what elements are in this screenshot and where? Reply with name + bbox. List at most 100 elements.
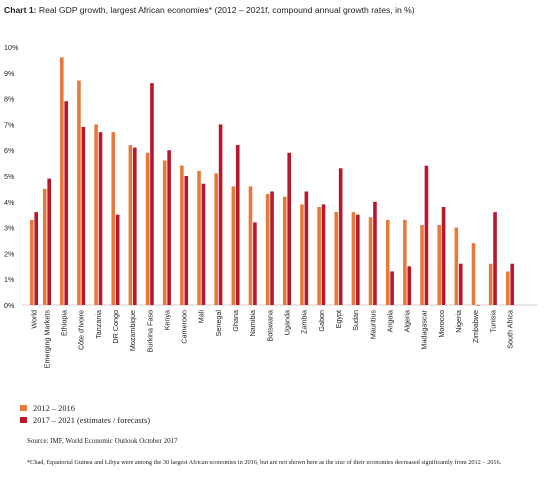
bar-series2 — [458, 263, 463, 305]
x-tick-label: Zambia — [300, 310, 309, 334]
bar-series2 — [321, 204, 326, 305]
source-note: Source: IMF, World Economic Outlook Octo… — [27, 437, 178, 445]
bar-series1 — [403, 219, 407, 305]
chart-title-prefix: Chart 1: — [4, 5, 37, 15]
x-tick-label: World — [30, 310, 39, 329]
bar-series1 — [283, 196, 287, 305]
bar-series2 — [390, 271, 394, 305]
bar-series2 — [476, 305, 480, 306]
legend-swatch-series2 — [20, 417, 27, 423]
bar-series2 — [407, 266, 412, 305]
bar-series1 — [437, 225, 441, 305]
footnote: *Chad, Equatorial Guinea and Libya were … — [27, 459, 502, 466]
bar-series1 — [471, 243, 476, 305]
bar-series2 — [287, 152, 291, 305]
bar-series1 — [231, 186, 236, 305]
bar-series2 — [218, 124, 223, 306]
y-tick-label: 0% — [4, 301, 15, 310]
bar-series1 — [197, 170, 201, 305]
y-tick-label: 8% — [4, 95, 15, 104]
x-tick-label: Tunisia — [488, 310, 497, 333]
bar-series2 — [373, 201, 377, 305]
y-tick-label: 9% — [4, 69, 15, 78]
bar-series2 — [184, 176, 189, 305]
bar-series2 — [356, 214, 360, 305]
bar-series1 — [368, 217, 373, 305]
bar-series2 — [98, 132, 103, 305]
bar-series1 — [265, 194, 270, 305]
y-tick-label: 7% — [4, 120, 15, 129]
bar-series2 — [253, 222, 257, 305]
bar-series1 — [180, 165, 184, 305]
bar-series1 — [128, 145, 133, 305]
x-tick-label: Sudan — [351, 310, 360, 331]
x-tick-label: Namibia — [248, 310, 257, 336]
bar-series1 — [351, 212, 356, 305]
bar-series1 — [334, 212, 339, 305]
x-tick-label: Tanzania — [94, 310, 103, 339]
y-tick-label: 10% — [4, 43, 19, 52]
y-tick-label: 3% — [4, 224, 15, 233]
bar-series1 — [111, 132, 116, 305]
x-tick-label: Algeria — [403, 310, 412, 332]
x-tick-label: Botswana — [265, 310, 274, 342]
y-tick-label: 2% — [4, 249, 15, 258]
bar-series1 — [248, 186, 253, 305]
bar-series1 — [300, 204, 304, 305]
x-tick-label: Emerging Markets — [43, 310, 52, 369]
x-tick-label: Ethiopia — [60, 310, 69, 336]
bar-series1 — [60, 57, 64, 305]
bar-series2 — [201, 183, 206, 305]
bar-series1 — [506, 271, 510, 305]
x-tick-label: Angola — [385, 310, 394, 332]
bar-series1 — [454, 227, 459, 305]
x-tick-label: Cameroon — [180, 310, 189, 344]
bar-series2 — [270, 191, 274, 305]
bar-series2 — [510, 263, 514, 305]
x-tick-label: Burkina Faso — [145, 310, 154, 352]
y-tick-label: 5% — [4, 172, 15, 181]
bar-series1 — [94, 124, 98, 306]
bar-series1 — [420, 225, 424, 305]
bar-series2 — [167, 150, 171, 305]
legend-item-series2: 2017 – 2021 (estimates / forecasts) — [20, 414, 150, 426]
bar-series1 — [214, 173, 218, 305]
x-tick-label: Mozambique — [128, 310, 137, 351]
bar-series1 — [145, 152, 150, 305]
bar-series1 — [30, 219, 34, 305]
x-tick-label: Gabon — [317, 310, 326, 332]
legend-item-series1: 2012 – 2016 — [20, 402, 150, 414]
bar-series2 — [34, 212, 38, 305]
chart-title-text: Real GDP growth, largest African economi… — [36, 5, 415, 15]
legend-swatch-series1 — [20, 405, 27, 411]
bar-series1 — [162, 160, 167, 305]
bar-series2 — [115, 214, 120, 305]
x-tick-label: DR Congo — [111, 310, 120, 344]
y-tick-label: 1% — [4, 275, 15, 284]
bar-series1 — [317, 206, 321, 305]
x-tick-label: Morocco — [437, 310, 446, 338]
x-tick-label: South Africa — [506, 310, 515, 349]
x-tick-label: Kenya — [162, 310, 171, 330]
x-tick-label: Ghana — [231, 310, 240, 332]
x-tick-label: Mali — [197, 310, 206, 324]
legend-label-series1: 2012 – 2016 — [33, 403, 75, 413]
bar-series2 — [338, 168, 343, 305]
bar-series2 — [150, 83, 154, 306]
bar-series1 — [43, 188, 47, 305]
x-tick-label: Zimbabwe — [471, 310, 480, 343]
y-tick-label: 6% — [4, 146, 15, 155]
chart-title: Chart 1: Real GDP growth, largest Africa… — [4, 5, 549, 15]
bar-series2 — [133, 147, 137, 305]
bar-series2 — [235, 145, 240, 305]
x-tick-label: Madagascar — [420, 309, 429, 349]
bar-chart: 0% 1% 2% 3% 4% 5% 6% 7% 8% 9% 10% World Emerging Mar… — [4, 43, 537, 369]
bar-series2 — [424, 165, 429, 305]
bar-series1 — [385, 219, 390, 305]
bar-series2 — [64, 101, 68, 306]
bar-series2 — [441, 206, 446, 305]
x-tick-label: Egypt — [334, 310, 343, 328]
bar-series2 — [493, 212, 497, 305]
x-tick-label: Uganda — [283, 310, 292, 335]
chart-legend: 2012 – 2016 2017 – 2021 (estimates / for… — [20, 402, 150, 426]
